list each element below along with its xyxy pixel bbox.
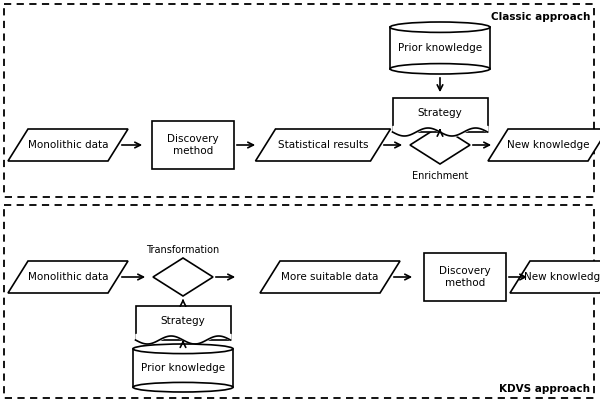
Bar <box>4 4 594 197</box>
Polygon shape <box>256 129 391 161</box>
Polygon shape <box>260 261 400 293</box>
Polygon shape <box>8 261 128 293</box>
Text: KDVS approach: KDVS approach <box>499 384 590 394</box>
Text: More suitable data: More suitable data <box>281 272 379 282</box>
Polygon shape <box>488 129 600 161</box>
Bar <box>390 27 490 69</box>
Text: Strategy: Strategy <box>418 108 463 118</box>
Polygon shape <box>8 129 128 161</box>
Text: New knowledge: New knowledge <box>507 140 589 150</box>
Text: Statistical results: Statistical results <box>278 140 368 150</box>
Bar <box>4 205 594 398</box>
Ellipse shape <box>133 382 233 392</box>
Bar <box>152 121 234 169</box>
Text: Prior knowledge: Prior knowledge <box>141 363 225 373</box>
Text: Monolithic data: Monolithic data <box>28 140 108 150</box>
Text: Monolithic data: Monolithic data <box>28 272 108 282</box>
Polygon shape <box>410 126 470 164</box>
Bar <box>136 306 230 340</box>
Text: Strategy: Strategy <box>161 316 205 326</box>
Text: New knowledge: New knowledge <box>524 272 600 282</box>
Bar <box>392 98 487 132</box>
Text: Prior knowledge: Prior knowledge <box>398 43 482 53</box>
Ellipse shape <box>390 22 490 32</box>
Bar <box>133 349 233 387</box>
Text: Discovery
method: Discovery method <box>439 266 491 288</box>
Text: Transformation: Transformation <box>146 245 220 255</box>
Text: Discovery
method: Discovery method <box>167 134 219 156</box>
Ellipse shape <box>133 344 233 354</box>
Text: Enrichment: Enrichment <box>412 171 468 181</box>
Ellipse shape <box>390 64 490 74</box>
Polygon shape <box>153 258 213 296</box>
Bar <box>424 253 506 301</box>
Polygon shape <box>510 261 600 293</box>
Text: Classic approach: Classic approach <box>491 12 590 22</box>
